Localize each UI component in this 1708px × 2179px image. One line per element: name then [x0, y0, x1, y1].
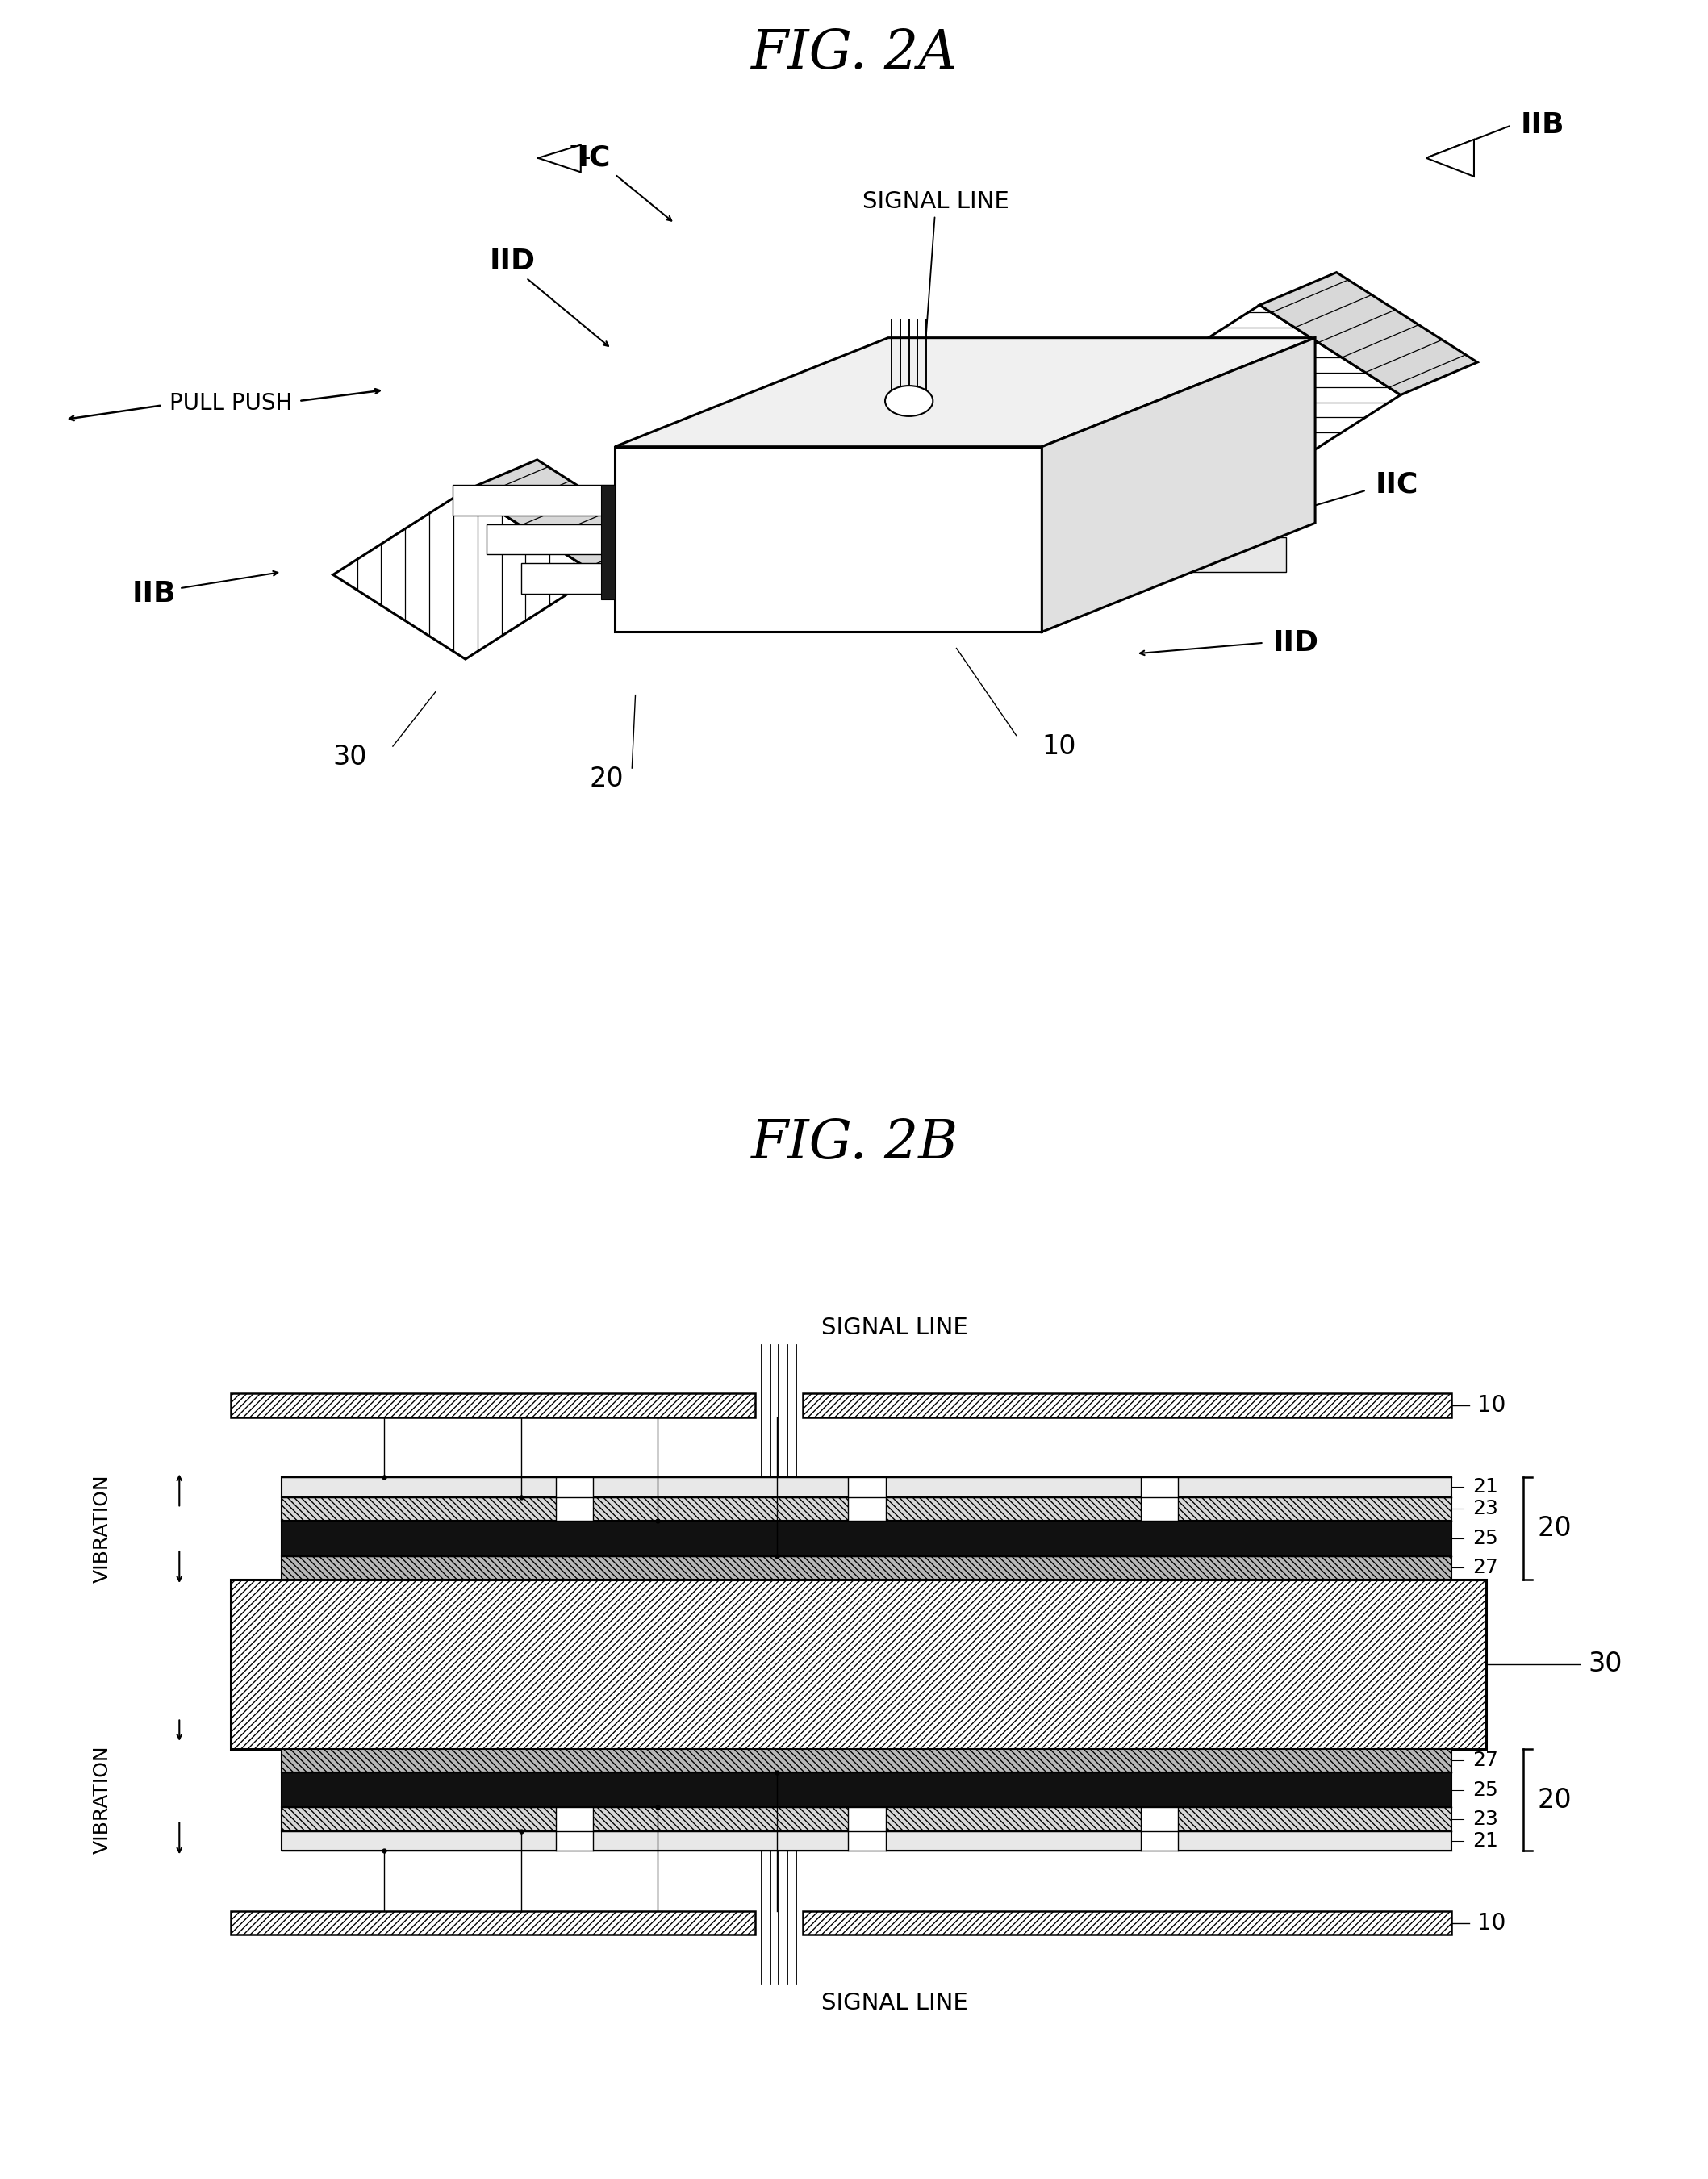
- Text: VIBRATION: VIBRATION: [92, 1475, 113, 1582]
- Bar: [1192, 455, 1245, 488]
- Text: SIGNAL LINE: SIGNAL LINE: [863, 190, 1009, 333]
- Bar: [282, 1497, 1452, 1521]
- Bar: [1192, 536, 1286, 571]
- Text: 10: 10: [1042, 732, 1076, 760]
- Bar: [1141, 1477, 1179, 1497]
- Bar: [1141, 1809, 1179, 1830]
- Bar: [521, 562, 615, 593]
- Bar: [803, 1911, 1452, 1935]
- Bar: [282, 1748, 1452, 1774]
- Bar: [847, 1497, 885, 1521]
- Bar: [231, 1395, 755, 1416]
- Bar: [282, 1521, 1452, 1556]
- Bar: [282, 1809, 1452, 1830]
- Text: IIC: IIC: [1375, 471, 1418, 499]
- Text: PULL PUSH: PULL PUSH: [169, 392, 292, 414]
- Polygon shape: [1261, 272, 1477, 394]
- Text: VIBRATION: VIBRATION: [92, 1745, 113, 1854]
- Text: 20: 20: [1537, 1787, 1571, 1813]
- Text: IIB: IIB: [132, 580, 176, 608]
- Polygon shape: [538, 144, 581, 172]
- Bar: [1192, 495, 1266, 529]
- Text: 21: 21: [1472, 1477, 1498, 1497]
- Bar: [803, 1395, 1452, 1416]
- Bar: [847, 1809, 885, 1830]
- Text: 23: 23: [1472, 1499, 1498, 1519]
- Polygon shape: [615, 338, 1315, 447]
- Text: 20: 20: [1537, 1514, 1571, 1543]
- Bar: [282, 1830, 1452, 1852]
- Bar: [555, 1497, 593, 1521]
- Text: 21: 21: [1472, 1833, 1498, 1850]
- Text: FIG. 2B: FIG. 2B: [750, 1116, 958, 1170]
- Text: IID: IID: [490, 248, 535, 275]
- Text: 27: 27: [1472, 1558, 1498, 1578]
- Bar: [555, 1830, 593, 1852]
- Bar: [231, 1395, 755, 1416]
- Text: 23: 23: [1472, 1811, 1498, 1828]
- Bar: [803, 1911, 1452, 1935]
- Bar: [847, 1830, 885, 1852]
- Bar: [282, 1748, 1452, 1774]
- Bar: [282, 1477, 1452, 1497]
- Polygon shape: [333, 490, 598, 658]
- Bar: [803, 1395, 1452, 1416]
- Text: FIG. 2A: FIG. 2A: [750, 26, 958, 81]
- Bar: [555, 1809, 593, 1830]
- Text: 20: 20: [589, 765, 623, 793]
- Text: 30: 30: [333, 743, 367, 771]
- Bar: [847, 1477, 885, 1497]
- Bar: [555, 1477, 593, 1497]
- Text: 27: 27: [1472, 1752, 1498, 1769]
- Text: 30: 30: [1588, 1652, 1623, 1678]
- Bar: [1141, 1497, 1179, 1521]
- Bar: [231, 1911, 755, 1935]
- Bar: [282, 1556, 1452, 1580]
- Text: IIB: IIB: [1520, 111, 1565, 139]
- Bar: [453, 486, 615, 516]
- Text: SIGNAL LINE: SIGNAL LINE: [822, 1316, 968, 1338]
- Bar: [231, 1580, 1486, 1748]
- Bar: [231, 1580, 1486, 1748]
- Bar: [1141, 1830, 1179, 1852]
- Bar: [282, 1556, 1452, 1580]
- Bar: [487, 523, 615, 553]
- Bar: [282, 1772, 1452, 1806]
- Bar: [282, 1809, 1452, 1830]
- Text: 25: 25: [1472, 1780, 1498, 1800]
- Polygon shape: [1042, 338, 1315, 632]
- Polygon shape: [615, 447, 1042, 632]
- Text: SIGNAL LINE: SIGNAL LINE: [822, 1992, 968, 2013]
- Bar: [231, 1911, 755, 1935]
- Circle shape: [885, 386, 933, 416]
- Polygon shape: [465, 460, 670, 575]
- Text: IID: IID: [1272, 630, 1319, 656]
- Bar: [601, 486, 615, 599]
- Polygon shape: [1426, 139, 1474, 176]
- Text: 10: 10: [1477, 1395, 1506, 1416]
- Polygon shape: [1119, 305, 1401, 484]
- Text: 10: 10: [1477, 1911, 1506, 1935]
- Text: 25: 25: [1472, 1530, 1498, 1547]
- Text: IIC: IIC: [567, 144, 611, 172]
- Bar: [282, 1497, 1452, 1521]
